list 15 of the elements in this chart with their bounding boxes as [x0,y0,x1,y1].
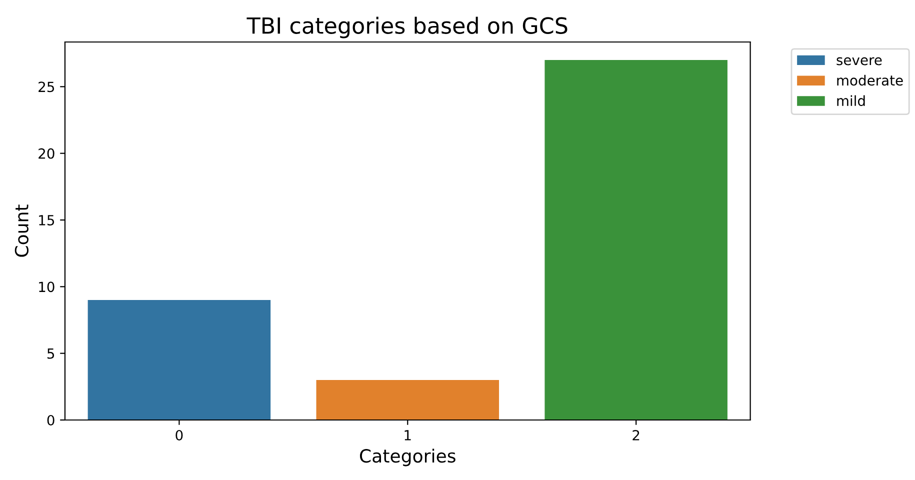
legend-label: severe [836,57,882,66]
y-axis-title: Count [14,204,29,257]
legend-label: mild [837,95,865,106]
x-tick-label: 1 [404,430,411,440]
y-tick-label: 20 [38,148,54,159]
y-tick-label: 0 [47,414,54,426]
y-tick-label: 10 [39,282,54,292]
x-tick-label: 2 [632,430,640,440]
y-tick-label: 15 [39,215,54,226]
x-axis-title: Categories [360,448,456,466]
x-tick-label: 0 [176,430,183,440]
y-tick-label: 25 [38,82,54,92]
legend-label: moderate [837,74,903,86]
y-tick-label: 5 [47,348,54,359]
chart-title: TBI categories based on GCS [246,16,568,38]
